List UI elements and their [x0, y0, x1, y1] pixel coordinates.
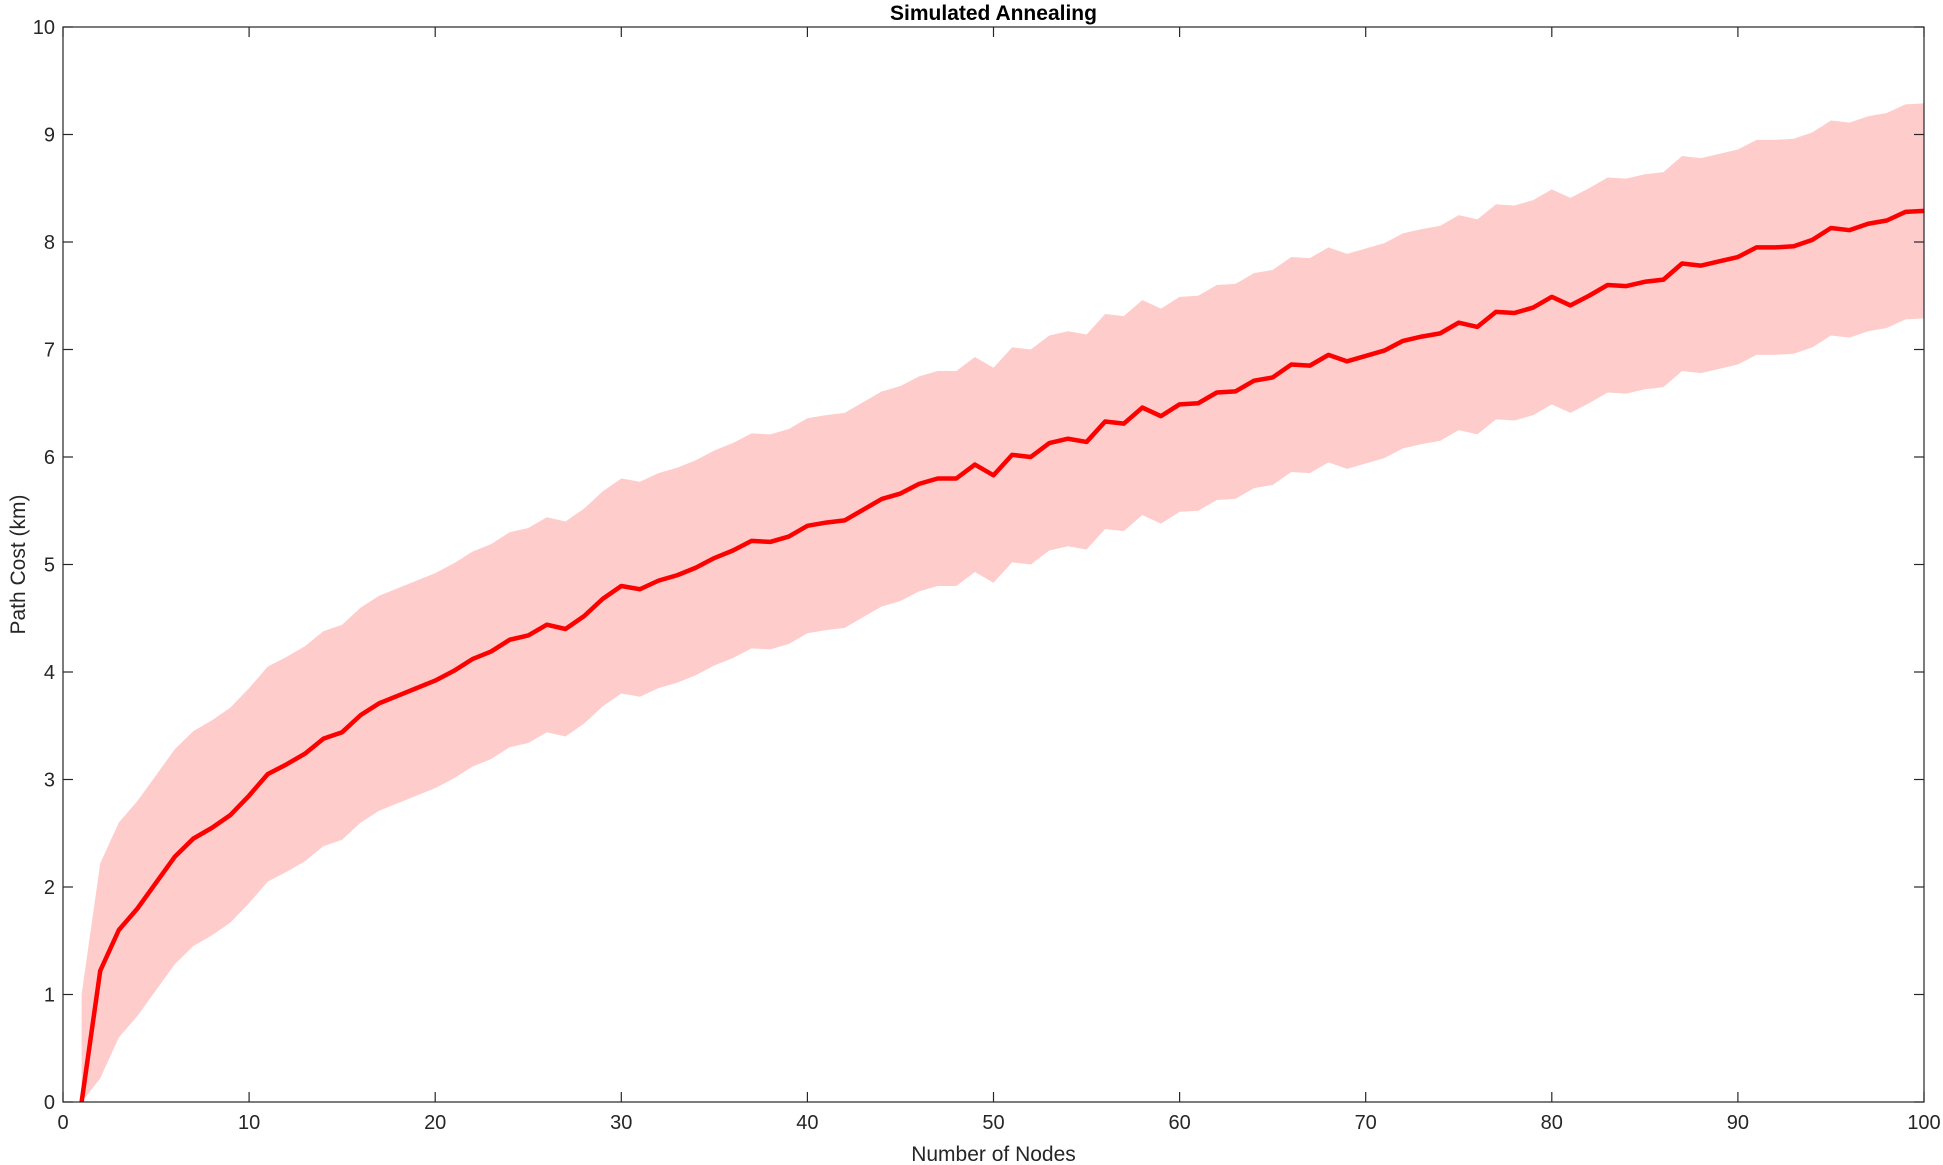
x-axis: 0 10 20 30 40 50 60 70 80 90 100: [57, 27, 1941, 1134]
x-tick-label: 90: [1727, 1112, 1749, 1134]
x-tick-label: 80: [1541, 1112, 1563, 1134]
x-axis-label: Number of Nodes: [911, 1143, 1076, 1165]
y-tick-label: 1: [44, 985, 55, 1007]
x-tick-label: 30: [610, 1112, 632, 1134]
x-tick-label: 0: [57, 1112, 68, 1134]
std-band: [81, 103, 1925, 1102]
y-tick-label: 9: [44, 125, 55, 147]
mean-line: [79, 208, 1925, 1103]
y-tick-label: 6: [44, 447, 55, 469]
y-tick-label: 10: [33, 17, 55, 39]
y-tick-label: 2: [44, 877, 55, 899]
chart-title: Simulated Annealing: [890, 2, 1097, 25]
plot-area: [79, 103, 1925, 1103]
y-axis: 0 1 2 3 4 5 6 7 8 9 10: [33, 17, 1924, 1114]
y-axis-label: Path Cost (km): [7, 494, 30, 634]
y-tick-label: 5: [44, 555, 55, 577]
y-tick-label: 7: [44, 340, 55, 362]
x-tick-label: 10: [238, 1112, 260, 1134]
x-tick-label: 40: [796, 1112, 818, 1134]
x-tick-label: 60: [1168, 1112, 1190, 1134]
y-tick-label: 4: [44, 662, 55, 684]
y-tick-label: 8: [44, 232, 55, 254]
x-tick-label: 70: [1355, 1112, 1377, 1134]
y-tick-label: 3: [44, 770, 55, 792]
x-tick-label: 50: [982, 1112, 1004, 1134]
y-tick-label: 0: [44, 1092, 55, 1114]
x-tick-label: 20: [424, 1112, 446, 1134]
x-tick-label: 100: [1907, 1112, 1940, 1134]
